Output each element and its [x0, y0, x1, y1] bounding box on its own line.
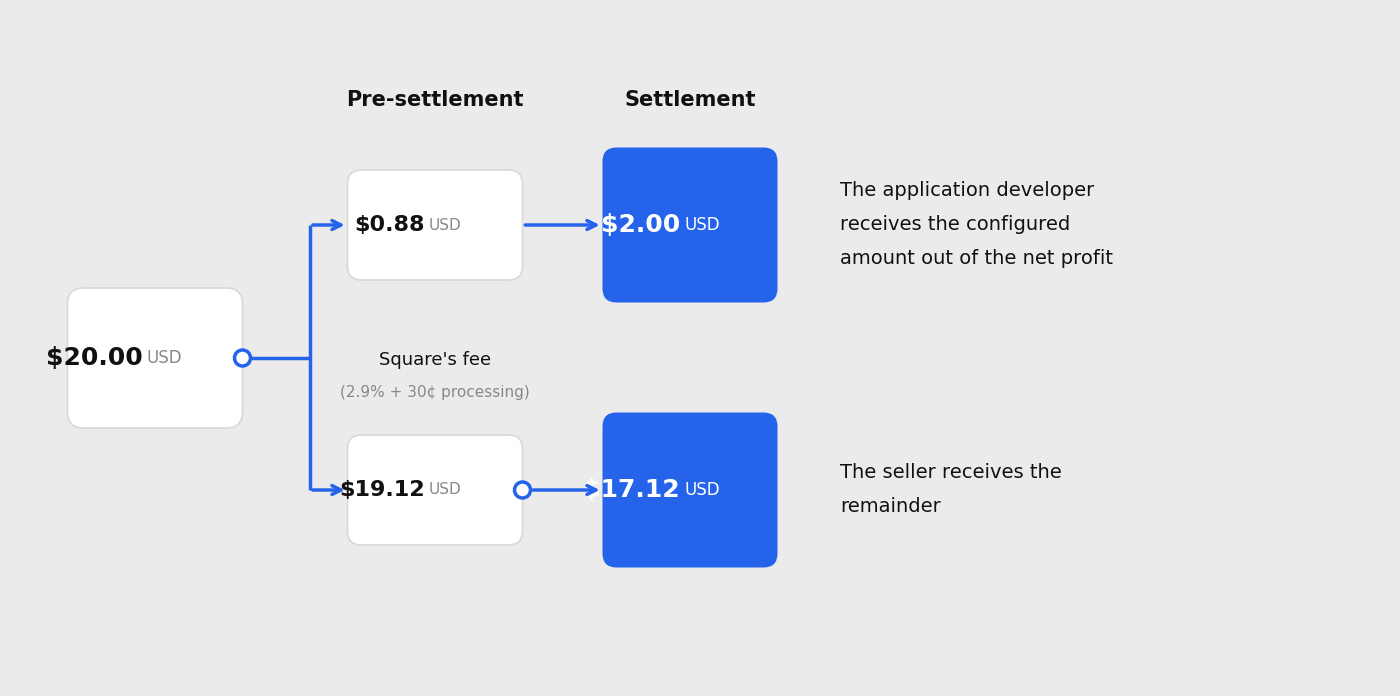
Text: $2.00: $2.00 — [601, 213, 680, 237]
Text: USD: USD — [685, 481, 720, 499]
FancyBboxPatch shape — [347, 170, 522, 280]
Text: amount out of the net profit: amount out of the net profit — [840, 249, 1113, 269]
FancyBboxPatch shape — [602, 148, 777, 303]
Text: $17.12: $17.12 — [584, 478, 680, 502]
Circle shape — [515, 482, 531, 498]
Text: $19.12: $19.12 — [339, 480, 426, 500]
Text: Settlement: Settlement — [624, 90, 756, 110]
Text: remainder: remainder — [840, 498, 941, 516]
Text: $0.88: $0.88 — [354, 215, 426, 235]
Text: Pre-settlement: Pre-settlement — [346, 90, 524, 110]
FancyBboxPatch shape — [67, 288, 242, 428]
Text: USD: USD — [147, 349, 182, 367]
FancyBboxPatch shape — [347, 435, 522, 545]
FancyBboxPatch shape — [602, 413, 777, 567]
Circle shape — [235, 350, 251, 366]
Text: Square's fee: Square's fee — [379, 351, 491, 369]
Text: USD: USD — [428, 217, 462, 232]
Text: (2.9% + 30¢ processing): (2.9% + 30¢ processing) — [340, 384, 529, 400]
Text: receives the configured: receives the configured — [840, 216, 1070, 235]
Text: USD: USD — [428, 482, 462, 498]
Text: USD: USD — [685, 216, 720, 234]
Text: $20.00: $20.00 — [46, 346, 143, 370]
Text: The application developer: The application developer — [840, 182, 1095, 200]
Text: The seller receives the: The seller receives the — [840, 464, 1061, 482]
